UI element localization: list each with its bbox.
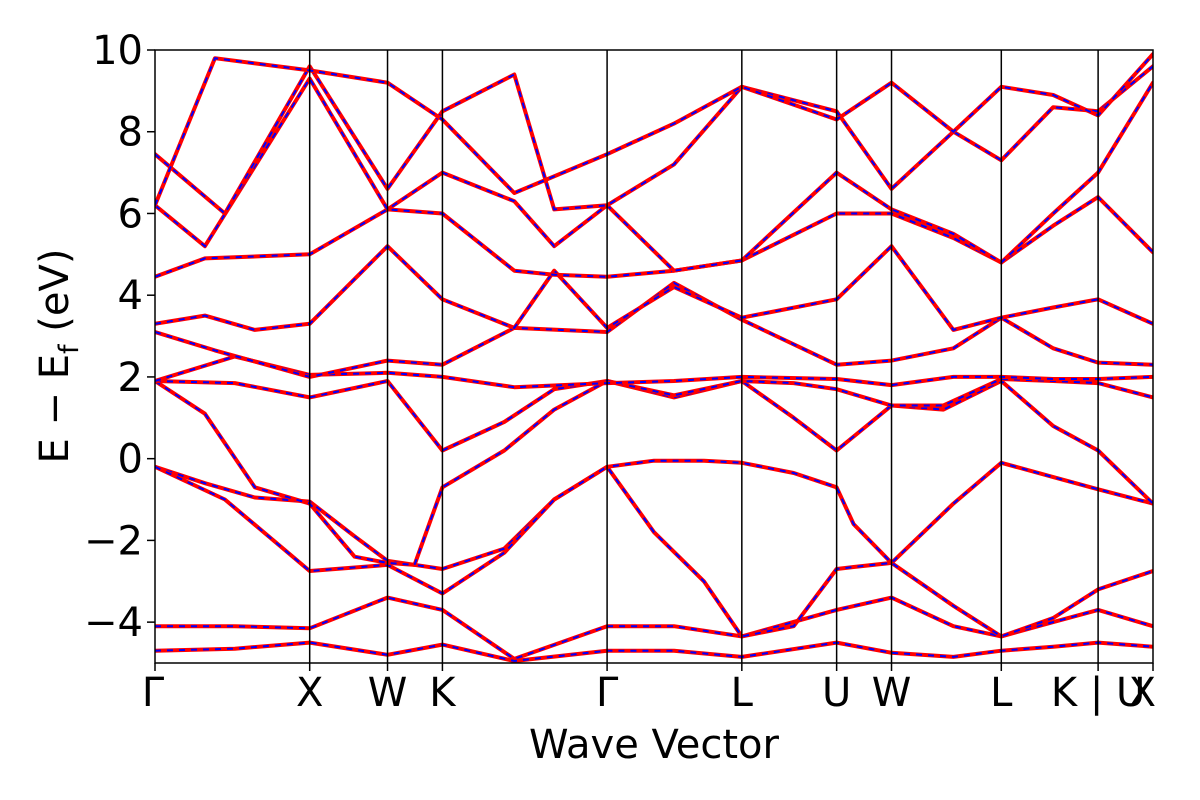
band-3-red-line xyxy=(155,458,1153,571)
y-tick-label: 10 xyxy=(92,28,143,74)
y-axis-title-unit: (eV) xyxy=(32,249,78,345)
kpoint-lines-layer xyxy=(308,50,1099,663)
x-tick-label: L xyxy=(990,670,1013,716)
band-13-blue-dashed-line xyxy=(155,53,1153,206)
y-tick-label: −4 xyxy=(84,600,143,646)
band-6-red-line xyxy=(155,377,1153,453)
x-tick-label: K | U xyxy=(1051,670,1145,716)
y-tick-label: 0 xyxy=(118,437,143,483)
x-tick-label: Γ xyxy=(596,670,619,716)
x-tick-label: W xyxy=(872,670,912,716)
band-4-blue-dashed-line xyxy=(155,465,1153,638)
band-9-blue-dashed-line xyxy=(155,244,1153,332)
band-12-blue-dashed-line xyxy=(155,64,1153,216)
bands-layer xyxy=(155,52,1153,663)
y-tick-label: 2 xyxy=(118,355,143,401)
y-tick-label: −2 xyxy=(84,518,143,564)
y-axis-title-main: E − E xyxy=(32,354,78,464)
y-tick-label: 4 xyxy=(118,273,143,319)
y-axis-title: E − Ef (eV) xyxy=(32,249,85,464)
band-2-blue-dashed-line xyxy=(155,641,1153,663)
x-tick-label: U xyxy=(822,670,851,716)
x-tick-label: X xyxy=(296,670,323,716)
y-axis-title-sub: f xyxy=(54,343,85,354)
band-11-blue-dashed-line xyxy=(155,76,1153,272)
x-tick-label: Γ xyxy=(142,670,165,716)
x-tick-label: K xyxy=(429,670,457,716)
x-tick-label: L xyxy=(731,670,754,716)
x-tick-label: W xyxy=(368,670,408,716)
y-tick-label: 8 xyxy=(118,110,143,156)
band-7-blue-dashed-line xyxy=(155,355,1153,389)
y-ticks-layer: −4 −2 0 2 4 6 8 10 xyxy=(84,28,155,646)
x-tick-label: X xyxy=(1129,670,1156,716)
plot-frame xyxy=(154,49,1154,664)
x-axis-title: Wave Vector xyxy=(529,722,780,768)
y-tick-label: 6 xyxy=(118,191,143,237)
